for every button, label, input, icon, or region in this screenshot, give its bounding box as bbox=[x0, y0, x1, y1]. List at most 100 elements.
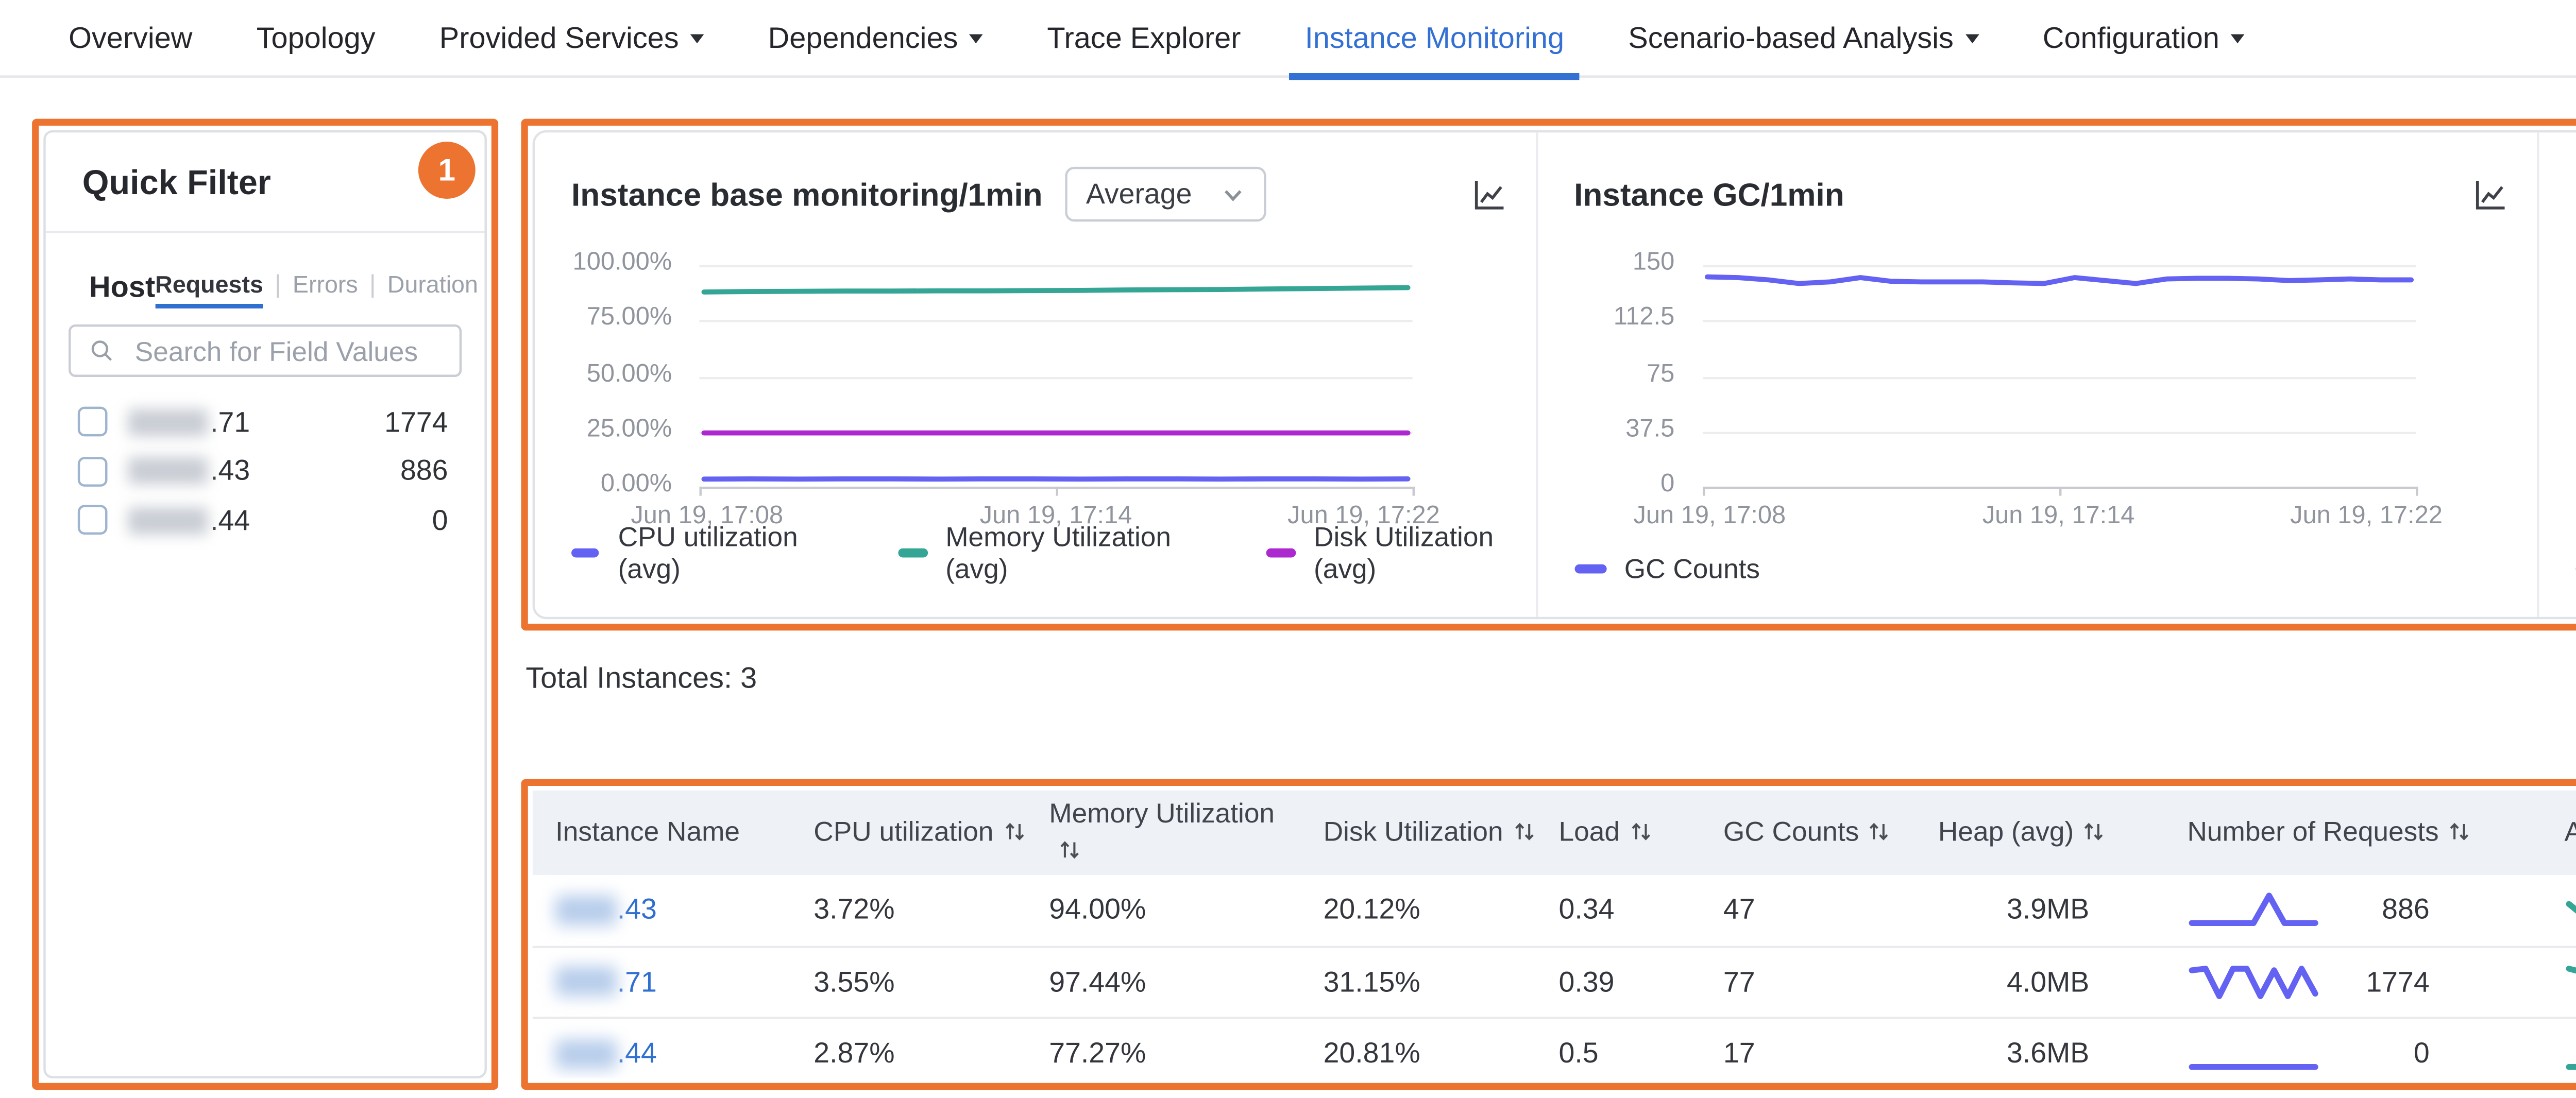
cell-average-duration: 1 bbox=[2519, 875, 2576, 945]
field-search-input[interactable] bbox=[130, 332, 442, 369]
col-average-duration[interactable]: Avgerage Dura bbox=[2519, 791, 2576, 875]
legend-label: Disk Utilization (avg) bbox=[1313, 521, 1494, 585]
quick-filter-title: Quick Filter bbox=[82, 164, 271, 203]
legend-item-memory-utilization-avg[interactable]: Memory Utilization (avg) bbox=[899, 521, 1208, 585]
nav-topology[interactable]: Topology bbox=[257, 0, 376, 77]
instance-name-link[interactable]: .44 bbox=[617, 1038, 657, 1071]
legend-swatch bbox=[1267, 548, 1296, 557]
cell-disk: 31.15% bbox=[1323, 966, 1420, 999]
legend-item-cpu-utilization-avg[interactable]: CPU utilization (avg) bbox=[571, 521, 839, 585]
gridline bbox=[1702, 265, 2415, 268]
x-axis-tick bbox=[1412, 486, 1415, 496]
aggregation-selected-value: Average bbox=[1086, 178, 1192, 211]
tab-requests[interactable]: Requests bbox=[155, 271, 264, 308]
nav-trace-explorer[interactable]: Trace Explorer bbox=[1047, 0, 1241, 77]
host-group-row: Host Requests | Errors | Duration bbox=[78, 261, 478, 311]
chevron-down-icon bbox=[690, 34, 704, 44]
annotation-region-1: Quick Filter Host Requests | Errors | Du… bbox=[32, 118, 499, 1090]
chart-title: Instance GC/1min bbox=[1574, 176, 1844, 213]
nav-overview[interactable]: Overview bbox=[69, 0, 192, 77]
legend-label: GC Counts bbox=[1624, 553, 1760, 585]
cell-number-of-requests: 0 bbox=[2142, 1019, 2519, 1078]
nav-dependencies[interactable]: Dependencies bbox=[768, 0, 984, 77]
y-axis-tick-label: 37.5 bbox=[1625, 415, 1675, 443]
field-search-box bbox=[69, 324, 462, 377]
cell-instance-name: .43 bbox=[533, 875, 791, 945]
table-row: .43 3.72% 94.00% 20.12% 0.34 47 3.9MB 886 1 bbox=[532, 875, 2576, 948]
redacted-ip-prefix bbox=[128, 408, 208, 436]
sort-icon[interactable] bbox=[1629, 819, 1652, 842]
host-filter-row: .44 0 bbox=[46, 496, 485, 545]
host-request-count: 886 bbox=[400, 455, 448, 488]
nav-label: Trace Explorer bbox=[1047, 20, 1241, 55]
top-nav: Overview Topology Provided Services Depe… bbox=[0, 0, 2576, 79]
host-checkbox[interactable] bbox=[77, 505, 108, 536]
nav-instance-monitoring[interactable]: Instance Monitoring bbox=[1289, 0, 1582, 79]
cell-heap: 3.9MB bbox=[2007, 894, 2090, 926]
col-number-of-requests[interactable]: Number of Requests bbox=[2142, 791, 2519, 875]
y-axis-tick-label: 75 bbox=[1646, 359, 1675, 387]
x-axis-label: Jun 19, 17:14 bbox=[979, 502, 1132, 530]
sort-icon[interactable] bbox=[1003, 819, 1025, 842]
col-gc-counts[interactable]: GC Counts bbox=[1701, 791, 1916, 875]
host-checkbox[interactable] bbox=[77, 407, 108, 437]
cell-instance-name: .71 bbox=[533, 947, 791, 1017]
chart-header: Instance GC/1min bbox=[1574, 160, 2510, 229]
host-ip-suffix: .71 bbox=[210, 406, 250, 438]
requests-value: 0 bbox=[2413, 1038, 2430, 1071]
col-memory-utilization[interactable]: Memory Utilization bbox=[1026, 791, 1300, 875]
legend-item-gc-counts[interactable]: GC Counts bbox=[1574, 553, 1760, 585]
sort-icon[interactable] bbox=[1512, 819, 1535, 842]
line-chart-icon[interactable] bbox=[2471, 175, 2510, 213]
gridline bbox=[699, 320, 1413, 323]
chart-instance-gc: Instance GC/1min 150 112.5 75 37.5 0 Jun 19, … bbox=[1537, 132, 2540, 617]
nav-configuration[interactable]: Configuration bbox=[2043, 0, 2245, 77]
col-cpu-utilization[interactable]: CPU utilization bbox=[791, 791, 1026, 875]
quick-filter-panel: Quick Filter Host Requests | Errors | Du… bbox=[43, 130, 487, 1078]
nav-label: Provided Services bbox=[439, 20, 679, 55]
chart-legend: CPU utilization (avg) Memory Utilization … bbox=[571, 521, 1535, 585]
sort-icon[interactable] bbox=[2448, 819, 2470, 842]
nav-label: Instance Monitoring bbox=[1304, 20, 1565, 55]
cell-average-duration: 1 bbox=[2519, 947, 2576, 1017]
nav-label: Configuration bbox=[2042, 20, 2219, 55]
table-header-row: Instance Name CPU utilization Memory Uti… bbox=[532, 790, 2576, 876]
table-row: .44 2.87% 77.27% 20.81% 0.5 17 3.6MB 0 0 bbox=[532, 1019, 2576, 1078]
duration-sparkline bbox=[2566, 901, 2576, 915]
tab-errors[interactable]: Errors bbox=[292, 271, 358, 300]
instance-name-link[interactable]: .43 bbox=[617, 894, 657, 926]
line-chart-icon[interactable] bbox=[1469, 175, 1507, 213]
requests-sparkline bbox=[2189, 893, 2318, 927]
x-axis-label: Jun 19, 17:08 bbox=[1633, 502, 1786, 530]
chart-series-lines bbox=[701, 285, 1411, 482]
instance-name-link[interactable]: .71 bbox=[617, 966, 657, 999]
divider bbox=[45, 231, 485, 233]
host-checkbox[interactable] bbox=[77, 456, 108, 486]
gridline bbox=[1702, 431, 2415, 434]
host-filter-row: .43 886 bbox=[46, 447, 485, 495]
requests-value: 1774 bbox=[2366, 966, 2430, 999]
cell-load: 0.39 bbox=[1558, 966, 1615, 999]
cell-gc-counts: 47 bbox=[1723, 894, 1755, 926]
nav-label: Topology bbox=[256, 20, 376, 55]
legend-item-disk-utilization-avg[interactable]: Disk Utilization (avg) bbox=[1267, 521, 1535, 585]
nav-provided-services[interactable]: Provided Services bbox=[439, 0, 704, 77]
col-load[interactable]: Load bbox=[1536, 791, 1700, 875]
cell-cpu: 2.87% bbox=[814, 1038, 895, 1071]
cell-disk: 20.12% bbox=[1323, 894, 1420, 926]
sort-icon[interactable] bbox=[2083, 819, 2106, 842]
nav-scenario-based-analysis[interactable]: Scenario-based Analysis bbox=[1628, 0, 1979, 77]
requests-value: 886 bbox=[2382, 894, 2430, 926]
aggregation-select[interactable]: Average bbox=[1065, 166, 1267, 222]
y-axis-tick-label: 0 bbox=[1660, 470, 1675, 499]
annotation-region-3: Instance Name CPU utilization Memory Uti… bbox=[521, 779, 2576, 1090]
cell-load: 0.34 bbox=[1558, 894, 1615, 926]
sort-icon[interactable] bbox=[1058, 837, 1081, 860]
col-heap-avg[interactable]: Heap (avg) bbox=[1916, 791, 2142, 875]
tab-duration[interactable]: Duration bbox=[387, 271, 478, 300]
redacted-ip-prefix bbox=[555, 1039, 617, 1070]
sort-icon[interactable] bbox=[1868, 819, 1891, 842]
col-disk-utilization[interactable]: Disk Utilization bbox=[1300, 791, 1536, 875]
cell-heap: 4.0MB bbox=[2007, 966, 2090, 999]
